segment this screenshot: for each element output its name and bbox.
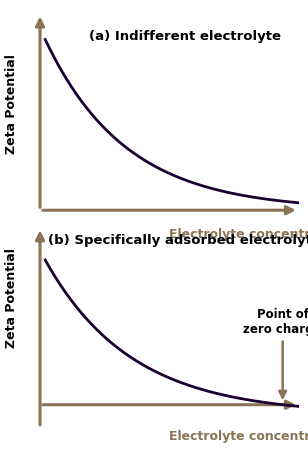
Text: Electrolyte concentration: Electrolyte concentration [169, 228, 308, 241]
Text: Point of
zero charge: Point of zero charge [243, 308, 308, 398]
Text: Electrolyte concentration: Electrolyte concentration [169, 430, 308, 443]
Text: Zeta Potential: Zeta Potential [5, 54, 18, 154]
Text: (b) Specifically adsorbed electrolyte: (b) Specifically adsorbed electrolyte [48, 233, 308, 247]
Text: (a) Indifferent electrolyte: (a) Indifferent electrolyte [89, 30, 281, 43]
Text: Zeta Potential: Zeta Potential [5, 248, 18, 348]
